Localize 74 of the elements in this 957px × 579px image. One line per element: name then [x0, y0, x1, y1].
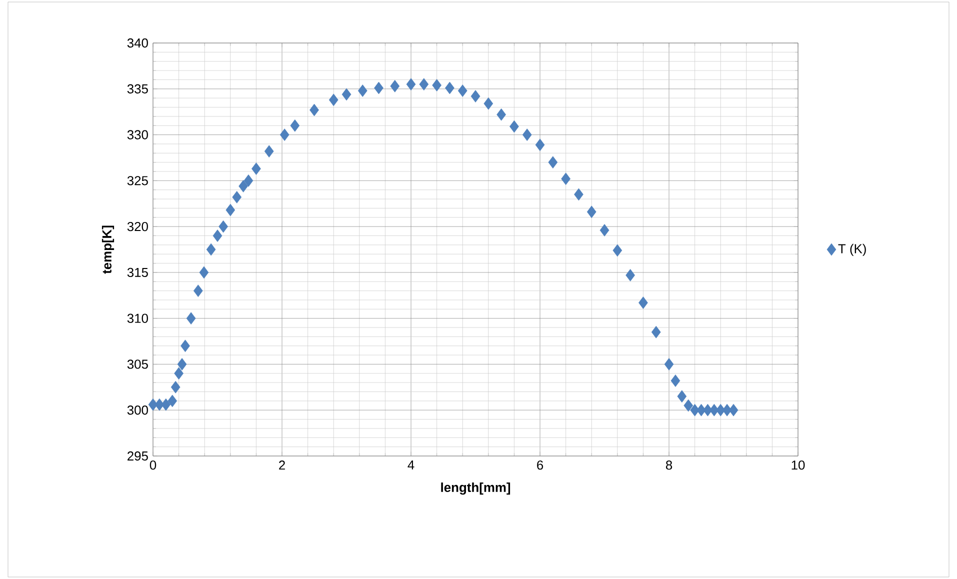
y-tick-label: 320: [127, 222, 148, 232]
y-tick-label: 315: [127, 268, 148, 278]
point: [406, 78, 416, 90]
point: [186, 312, 196, 325]
point: [244, 174, 254, 187]
point: [696, 404, 706, 416]
point: [496, 108, 506, 121]
point: [218, 220, 228, 233]
legend-label: T (K): [838, 244, 866, 256]
y-tick-label: 325: [127, 176, 148, 186]
point: [432, 79, 442, 92]
point: [458, 84, 468, 97]
point: [206, 243, 216, 256]
point: [358, 84, 368, 97]
point: [280, 128, 290, 141]
y-tick-label: 295: [128, 451, 148, 461]
point: [716, 404, 726, 416]
point: [232, 191, 242, 204]
point: [484, 97, 494, 110]
point: [586, 206, 596, 218]
y-tick-label: 310: [127, 314, 148, 323]
point: [212, 230, 222, 242]
point: [522, 128, 532, 141]
point: [168, 394, 178, 408]
point: [177, 358, 187, 370]
point: [342, 88, 352, 101]
point: [161, 398, 171, 411]
point: [238, 180, 248, 192]
point: [651, 326, 661, 338]
point: [612, 244, 622, 257]
y-tick-label: 340: [127, 38, 148, 48]
point: [328, 94, 338, 106]
point: [664, 358, 674, 370]
point: [703, 404, 712, 416]
point: [600, 224, 610, 236]
point: [193, 284, 203, 297]
point: [561, 172, 570, 186]
point: [390, 80, 400, 92]
point: [374, 82, 384, 94]
y-axis-title: temp[K]: [102, 226, 114, 274]
point: [510, 120, 519, 133]
x-tick-label: 8: [666, 460, 672, 470]
point: [199, 266, 209, 279]
point: [728, 404, 738, 416]
x-tick-label: 2: [279, 460, 285, 470]
point: [574, 188, 584, 201]
point: [252, 162, 261, 175]
point: [174, 367, 184, 380]
point: [548, 156, 558, 168]
point: [226, 204, 236, 216]
x-axis-title: length[mm]: [441, 482, 510, 495]
x-tick-label: 6: [537, 460, 544, 470]
y-tick-label: 305: [127, 360, 148, 369]
y-tick-label: 300: [127, 406, 148, 415]
point: [264, 145, 274, 158]
x-tick-label: 0: [150, 460, 156, 470]
point: [626, 269, 635, 282]
point: [709, 404, 719, 416]
point: [170, 380, 180, 394]
point: [470, 90, 480, 102]
point: [670, 374, 680, 387]
y-tick-label: 335: [127, 84, 148, 94]
point: [638, 296, 648, 309]
point: [180, 340, 190, 352]
y-tick-label: 330: [127, 130, 148, 140]
point: [419, 78, 429, 90]
point: [677, 390, 687, 403]
point: [535, 138, 545, 152]
point: [290, 119, 300, 132]
point: [310, 104, 319, 116]
point: [684, 399, 694, 412]
point: [445, 82, 454, 94]
x-tick-label: 10: [792, 460, 805, 470]
x-tick-label: 4: [408, 460, 414, 470]
